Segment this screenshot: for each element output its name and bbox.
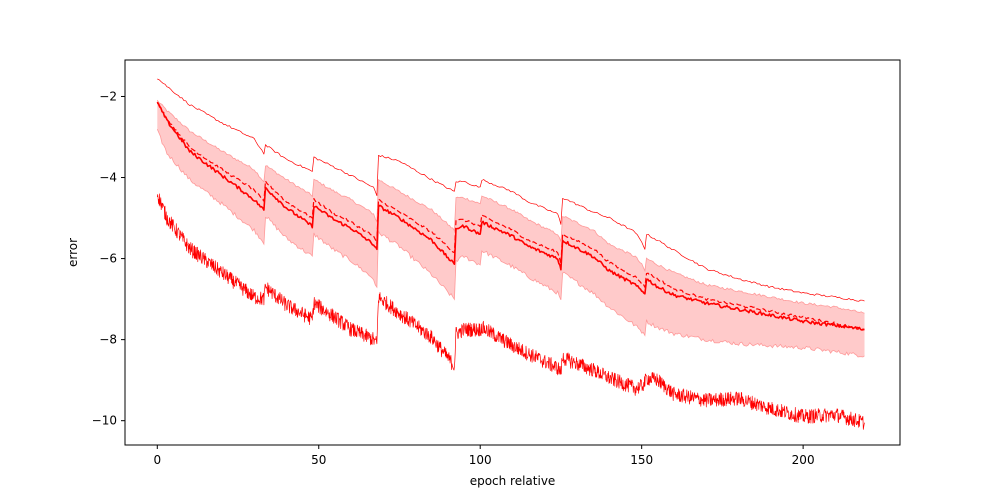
x-tick-label: 50 [311,453,326,467]
series-upper-line [157,78,865,302]
y-tick-label: −6 [99,252,117,266]
y-tick-label: −4 [99,171,117,185]
x-tick-label: 200 [792,453,815,467]
y-tick-label: −10 [92,414,117,428]
std-band [157,100,865,357]
x-tick-label: 100 [469,453,492,467]
x-axis: 0 50 100 150 200 [153,445,815,467]
plot-frame [124,59,901,446]
x-tick-label: 150 [630,453,653,467]
x-tick-label: 0 [153,453,161,467]
y-tick-label: −2 [99,89,117,103]
y-axis-label: error [66,238,80,267]
std-band-lower-edge [156,129,865,358]
y-tick-label: −8 [99,333,117,347]
std-band-upper-edge [156,99,865,314]
x-axis-label: epoch relative [470,474,556,488]
plot-area [156,78,865,430]
series-lower-noisy-line [156,193,865,430]
series-mean-line [156,101,865,331]
series-mean-dashed-line [156,102,865,331]
y-axis: −10 −8 −6 −4 −2 [92,89,125,428]
